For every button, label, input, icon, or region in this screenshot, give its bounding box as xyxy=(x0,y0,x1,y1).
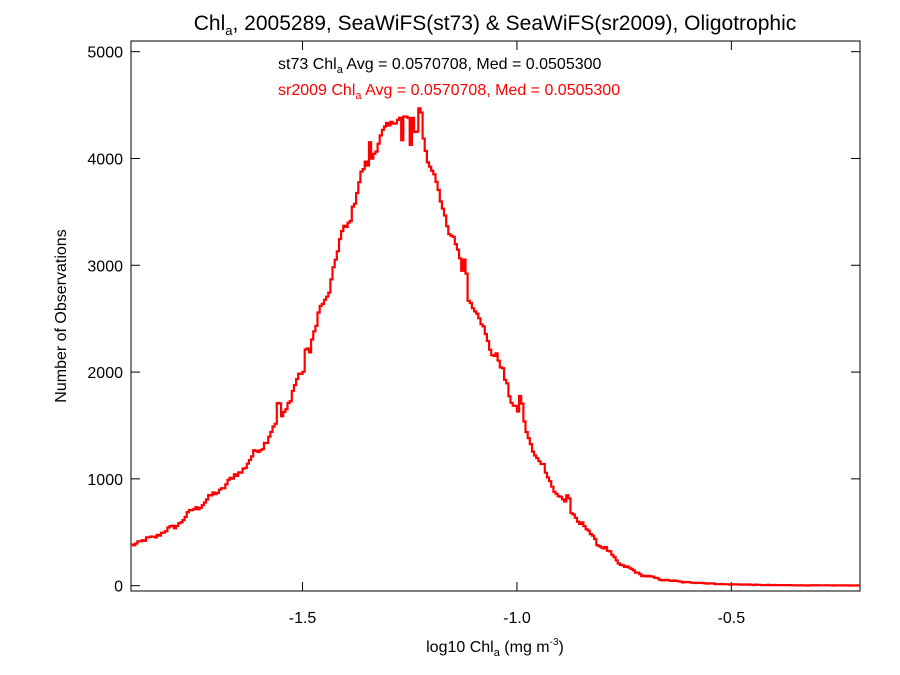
annotation-st73-subscript: a xyxy=(337,64,344,76)
y-axis-label: Number of Observations xyxy=(53,229,70,402)
y-tick-label: 4000 xyxy=(87,151,123,168)
x-tick-label: -1.0 xyxy=(503,610,531,627)
chart-title: Chla, 2005289, SeaWiFS(st73) & SeaWiFS(s… xyxy=(194,12,797,38)
chart-title-prefix: Chl xyxy=(194,12,226,35)
y-tick-label: 0 xyxy=(114,579,123,596)
x-tick-label: -1.5 xyxy=(289,610,317,627)
x-axis-label-superscript: -3 xyxy=(550,637,559,648)
plot-area-frame xyxy=(130,40,861,592)
annotation-sr2009-subscript: a xyxy=(355,90,362,102)
histogram-line-sr2009 xyxy=(131,107,860,587)
annotation-sr2009-values: Avg = 0.0570708, Med = 0.0505300 xyxy=(362,82,621,99)
annotation-sr2009-label: sr2009 Chl xyxy=(278,82,355,99)
x-axis-label: log10 Chla (mg m-3) xyxy=(426,637,564,659)
x-axis-label-subscript: a xyxy=(494,647,501,659)
x-axis-label-units: (mg m xyxy=(500,639,550,656)
y-tick-label: 3000 xyxy=(87,258,123,275)
y-axis: 0 1000 2000 3000 4000 5000 xyxy=(87,45,860,596)
y-tick-label: 2000 xyxy=(87,365,123,382)
annotation-st73-values: Avg = 0.0570708, Med = 0.0505300 xyxy=(343,56,602,73)
annotation-sr2009: sr2009 Chla Avg = 0.0570708, Med = 0.050… xyxy=(278,82,620,102)
annotation-st73-label: st73 Chl xyxy=(278,56,337,73)
y-tick-label: 5000 xyxy=(87,45,123,62)
y-tick-label: 1000 xyxy=(87,472,123,489)
annotation-st73: st73 Chla Avg = 0.0570708, Med = 0.05053… xyxy=(278,56,602,76)
x-tick-label: -0.5 xyxy=(718,610,746,627)
x-axis-label-suffix: ) xyxy=(559,639,564,656)
x-axis: -1.5 -1.0 -0.5 xyxy=(289,41,745,627)
x-axis-label-prefix: log10 Chl xyxy=(426,639,494,656)
chart-title-subscript: a xyxy=(225,23,233,38)
chart-title-rest: , 2005289, SeaWiFS(st73) & SeaWiFS(sr200… xyxy=(233,12,797,35)
